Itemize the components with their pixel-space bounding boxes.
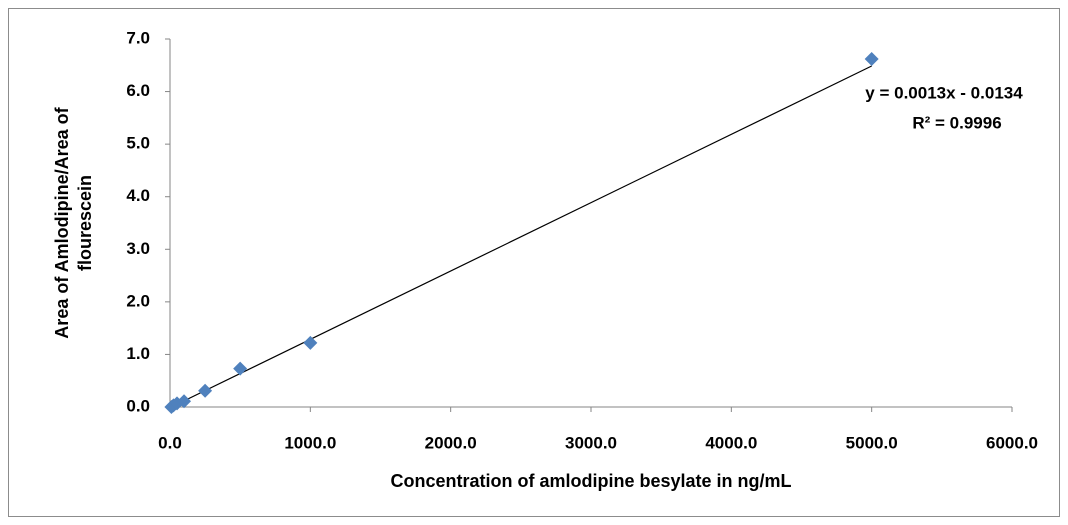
data-point — [233, 361, 248, 376]
data-point — [864, 51, 879, 66]
y-tick-label: 4.0 — [126, 186, 150, 205]
trendline-r2: R² = 0.9996 — [912, 113, 1001, 132]
y-tick-label: 2.0 — [126, 291, 150, 310]
x-tick-label: 2000.0 — [425, 433, 477, 452]
x-tick-label: 3000.0 — [565, 433, 617, 452]
y-tick-label: 3.0 — [126, 239, 150, 258]
trendline-equation: y = 0.0013x - 0.0134 — [865, 83, 1023, 102]
x-tick-label: 5000.0 — [846, 433, 898, 452]
y-axis-title: flourescein — [75, 175, 95, 271]
y-axis-title: Area of Amlodipine/Area of — [52, 106, 72, 338]
y-tick-label: 7.0 — [126, 28, 150, 47]
data-point — [177, 394, 192, 409]
x-tick-label: 0.0 — [158, 433, 182, 452]
data-point — [303, 335, 318, 350]
trendline — [171, 65, 872, 408]
data-point — [198, 383, 213, 398]
y-tick-label: 0.0 — [126, 396, 150, 415]
y-tick-label: 5.0 — [126, 134, 150, 153]
x-tick-label: 4000.0 — [705, 433, 757, 452]
chart-border — [8, 8, 1060, 517]
x-axis-title: Concentration of amlodipine besylate in … — [390, 471, 791, 491]
x-tick-label: 6000.0 — [986, 433, 1038, 452]
y-tick-label: 6.0 — [126, 81, 150, 100]
y-tick-label: 1.0 — [126, 344, 150, 363]
x-tick-label: 1000.0 — [284, 433, 336, 452]
